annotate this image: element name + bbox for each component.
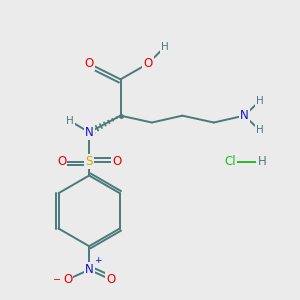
Text: O: O [143, 57, 153, 70]
Text: H: H [257, 155, 266, 168]
Text: −: − [53, 274, 61, 285]
Text: N: N [240, 109, 249, 122]
Text: H: H [66, 116, 74, 126]
Text: N: N [85, 263, 94, 276]
Text: H: H [256, 96, 264, 106]
Text: Cl: Cl [225, 155, 236, 168]
Text: N: N [85, 126, 94, 139]
Text: H: H [161, 42, 169, 52]
Text: S: S [85, 155, 93, 168]
Text: O: O [112, 155, 121, 168]
Text: O: O [85, 57, 94, 70]
Text: H: H [256, 125, 264, 135]
Text: O: O [106, 273, 116, 286]
Text: O: O [63, 273, 72, 286]
Text: O: O [57, 155, 66, 168]
Text: +: + [94, 256, 102, 266]
